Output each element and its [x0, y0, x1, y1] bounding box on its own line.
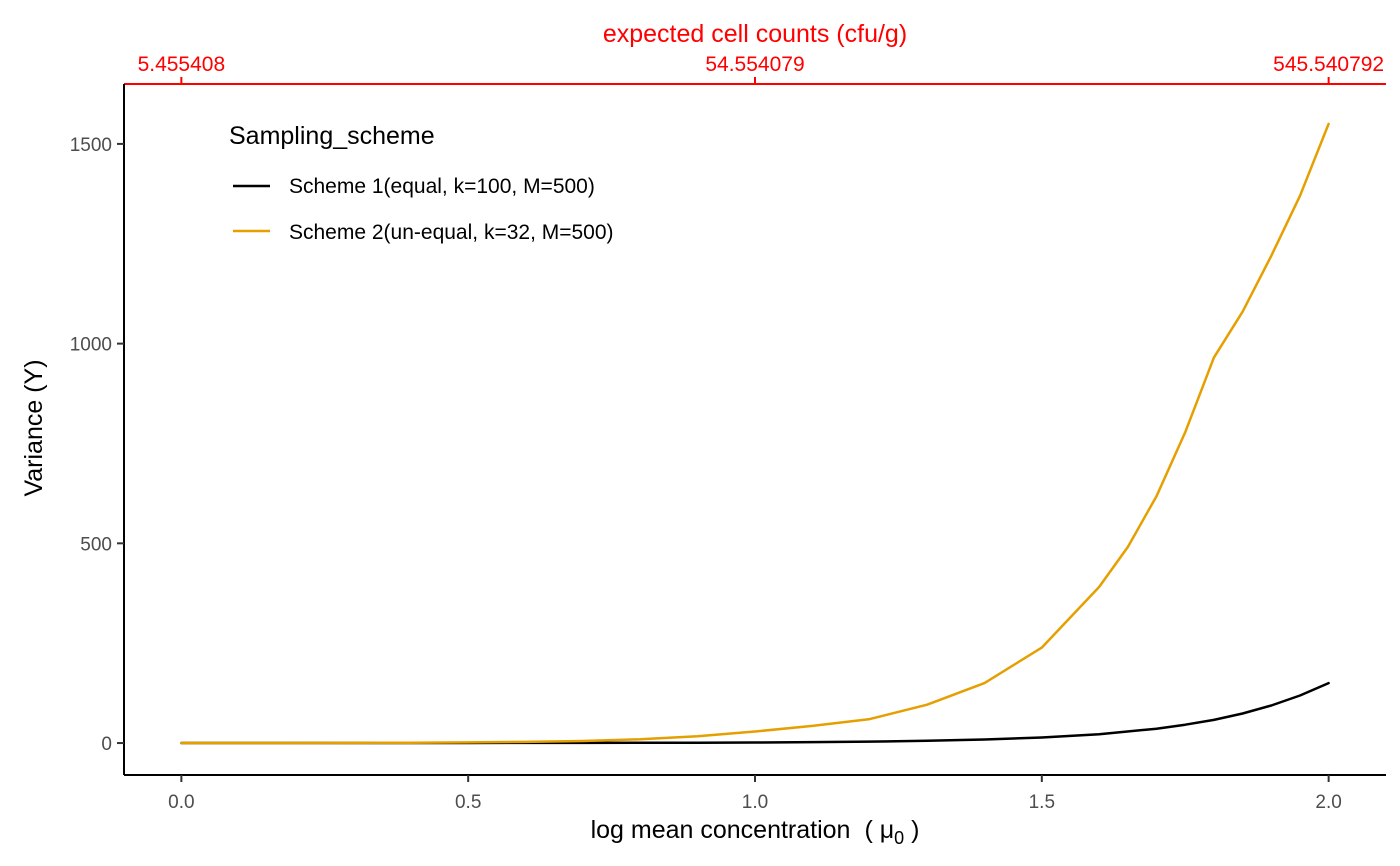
series-line-scheme-1: [180, 681, 1330, 745]
x-tick-label: 1.5: [1029, 792, 1055, 813]
x-axis-title: log mean concentration ( μ0 ): [591, 816, 920, 848]
top-tick-label: 545.540792: [1273, 53, 1384, 76]
x-tick-label: 2.0: [1315, 792, 1341, 813]
x-axis-title-close: ): [904, 816, 919, 844]
top-ticks: 5.455408 54.554079 545.540792: [138, 53, 1384, 84]
x-tick-label: 0.0: [168, 792, 194, 813]
y-tick-label: 500: [80, 534, 112, 555]
x-tick-label: 0.5: [455, 792, 481, 813]
legend-label-scheme-2: Scheme 2(un-equal, k=32, M=500): [289, 221, 614, 244]
y-tick-label: 1500: [70, 135, 112, 156]
series-line-scheme-2: [180, 122, 1330, 745]
top-tick-label: 54.554079: [705, 53, 804, 76]
y-tick-label: 1000: [70, 335, 112, 356]
series-group: [180, 122, 1330, 745]
x-axis-title-symbol: ( μ: [864, 816, 894, 844]
y-axis-title: Variance (Y): [20, 359, 48, 496]
x-axis-title-subscript: 0: [894, 828, 904, 848]
legend-label-scheme-1: Scheme 1(equal, k=100, M=500): [289, 175, 595, 198]
top-tick-label: 5.455408: [138, 53, 226, 76]
x-ticks: 0.0 0.5 1.0 1.5 2.0: [168, 775, 1342, 813]
legend: Sampling_scheme Scheme 1(equal, k=100, M…: [229, 122, 614, 244]
y-tick-label: 0: [101, 734, 112, 755]
x-tick-label: 1.0: [742, 792, 768, 813]
x-axis-title-text: log mean concentration: [591, 816, 851, 844]
y-ticks: 0 500 1000 1500: [70, 135, 124, 755]
top-axis-title: expected cell counts (cfu/g): [603, 20, 907, 48]
legend-title: Sampling_scheme: [229, 122, 435, 150]
